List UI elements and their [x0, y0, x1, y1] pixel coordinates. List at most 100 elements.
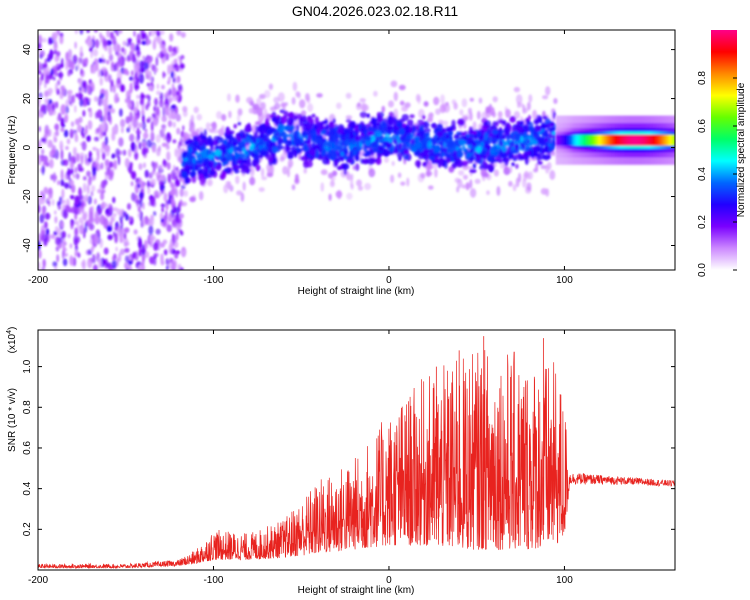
signal-cell	[307, 119, 313, 123]
noise-cell	[168, 212, 173, 222]
signal-halo-cell	[393, 91, 398, 102]
noise-cell	[87, 97, 92, 103]
noise-cell	[106, 114, 111, 122]
noise-cell	[112, 207, 118, 212]
noise-cell	[172, 139, 177, 144]
signal-cell	[353, 149, 357, 156]
colorbar-tick-label: 0.2	[697, 215, 708, 229]
signal-halo-cell	[236, 190, 243, 196]
noise-cell	[180, 32, 186, 38]
signal-halo-cell	[228, 110, 232, 119]
signal-cell	[293, 138, 299, 145]
noise-cell	[95, 157, 99, 165]
carrier-cell	[652, 134, 655, 146]
noise-cell	[113, 253, 117, 260]
signal-cell	[482, 124, 490, 129]
signal-cell	[365, 140, 370, 146]
signal-halo-cell	[361, 102, 367, 112]
noise-cell	[70, 155, 77, 162]
signal-halo-cell	[183, 190, 189, 197]
noise-cell	[144, 169, 149, 178]
noise-cell	[146, 118, 151, 123]
noise-cell	[132, 117, 139, 129]
noise-cell	[176, 218, 182, 224]
signal-cell	[398, 156, 402, 162]
signal-cell	[544, 137, 549, 143]
noise-cell	[65, 51, 69, 62]
signal-cell	[480, 141, 484, 149]
noise-cell	[90, 190, 94, 197]
signal-halo-cell	[398, 84, 406, 91]
noise-cell	[40, 190, 44, 196]
carrier-cell	[619, 134, 622, 146]
noise-cell	[117, 155, 121, 166]
noise-cell	[60, 149, 64, 160]
signal-cell	[405, 124, 410, 132]
carrier-cell	[600, 134, 603, 146]
carrier-cell	[597, 134, 600, 146]
signal-cell	[283, 110, 289, 119]
carrier-cell	[670, 134, 673, 146]
signal-halo-cell	[434, 168, 438, 178]
signal-halo-cell	[457, 178, 463, 189]
signal-halo-cell	[211, 121, 217, 130]
signal-cell	[301, 130, 307, 137]
carrier-cell	[608, 134, 611, 146]
signal-halo-cell	[399, 100, 405, 106]
signal-cell	[311, 137, 318, 145]
signal-cell	[336, 165, 344, 171]
noise-cell	[168, 243, 173, 255]
noise-cell	[61, 250, 65, 260]
signal-halo-cell	[496, 186, 501, 196]
snr-y-scale-base: (x10	[7, 333, 18, 353]
signal-cell	[180, 171, 188, 179]
noise-cell	[59, 35, 64, 45]
signal-cell	[475, 146, 483, 154]
signal-cell	[275, 137, 280, 141]
noise-cell	[44, 221, 48, 229]
signal-halo-cell	[336, 102, 342, 110]
noise-cell	[133, 194, 139, 204]
signal-cell	[333, 159, 339, 167]
signal-cell	[242, 158, 248, 164]
signal-cell	[423, 127, 431, 133]
noise-cell	[41, 206, 46, 214]
noise-cell	[138, 122, 144, 128]
signal-cell	[349, 131, 355, 140]
noise-cell	[160, 260, 165, 266]
noise-cell	[174, 166, 179, 171]
noise-cell	[82, 176, 87, 181]
noise-cell	[86, 184, 90, 195]
carrier-cell	[640, 134, 643, 146]
noise-cell	[142, 202, 145, 210]
signal-halo-cell	[492, 96, 498, 103]
noise-cell	[77, 163, 83, 172]
noise-cell	[41, 148, 45, 155]
noise-cell	[138, 73, 145, 84]
signal-cell	[495, 120, 499, 127]
signal-halo-cell	[357, 185, 363, 191]
signal-cell	[234, 151, 239, 160]
noise-cell	[40, 194, 46, 201]
carrier-cell	[636, 134, 639, 146]
noise-cell	[108, 104, 113, 109]
signal-cell	[396, 121, 403, 128]
signal-halo-cell	[282, 166, 288, 175]
signal-halo-cell	[189, 196, 196, 203]
signal-cell	[496, 147, 500, 152]
signal-cell	[499, 150, 503, 158]
noise-cell	[175, 206, 180, 216]
signal-cell	[515, 136, 519, 143]
noise-cell	[74, 195, 80, 206]
noise-cell	[129, 76, 134, 81]
noise-cell	[86, 135, 91, 142]
noise-cell	[113, 93, 119, 104]
noise-cell	[133, 63, 137, 73]
carrier-cell	[617, 134, 619, 146]
signal-cell	[436, 131, 444, 138]
noise-cell	[161, 124, 167, 130]
signal-halo-cell	[478, 97, 483, 104]
signal-halo-cell	[328, 172, 334, 179]
noise-cell	[143, 62, 149, 70]
carrier-cell	[623, 134, 625, 146]
